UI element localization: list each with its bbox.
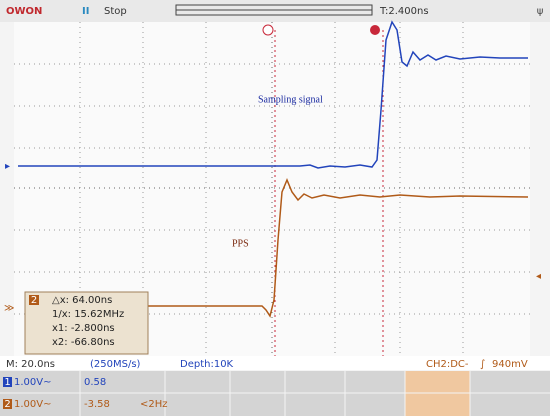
ch1-badge (3, 377, 12, 387)
usb-icon: ψ (537, 6, 544, 17)
delta-x: △x: 64.00ns (52, 295, 112, 306)
measurement-channel-badge (29, 295, 39, 305)
ch1-number: 1 (4, 377, 10, 388)
pps-label: PPS (232, 238, 249, 249)
ch2-marker: ≫ (4, 303, 14, 314)
run-icon: II (82, 6, 89, 17)
brand: OWON (6, 6, 42, 17)
trigger-edge: ∫ (480, 359, 485, 370)
trigger-level-marker: ◂ (536, 271, 541, 282)
ch2-scale: 1.00V~ (14, 399, 52, 410)
grid (14, 22, 530, 356)
depth: Depth:10K (180, 359, 234, 370)
ch2-value: -3.58 (84, 399, 110, 410)
inverse-delta: 1/x: 15.62MHz (52, 309, 124, 320)
trigger-marker (370, 25, 380, 35)
channel-1-trace (18, 20, 528, 169)
trigger-level: 940mV (492, 359, 528, 370)
ch1-value: 0.58 (84, 377, 106, 388)
timebase: M: 20.0ns (6, 359, 55, 370)
sample-rate: (250MS/s) (90, 359, 141, 370)
trigger-source: CH2:DC- (426, 359, 469, 370)
ch1-marker: ▸ (5, 161, 10, 172)
measurement-box (24, 291, 149, 355)
channel-2-trace (30, 178, 529, 318)
sampling-label: Sampling signal (258, 94, 323, 105)
trigger-time: T:2.400ns (379, 6, 429, 17)
cursor-x2-value: x2: -66.80ns (52, 337, 115, 348)
ch1-scale: 1.00V~ (14, 377, 52, 388)
cursor-x1-value: x1: -2.800ns (52, 323, 115, 334)
top-bar (0, 0, 550, 22)
ch2-badge (3, 399, 12, 409)
measurement-channel: 2 (31, 295, 37, 306)
ch2-frequency: <2Hz (140, 399, 168, 410)
ch2-number: 2 (4, 399, 10, 410)
run-state: Stop (104, 6, 127, 17)
cursor-marker (262, 24, 274, 36)
panel-dividers (0, 371, 550, 416)
status-bar (0, 356, 550, 370)
